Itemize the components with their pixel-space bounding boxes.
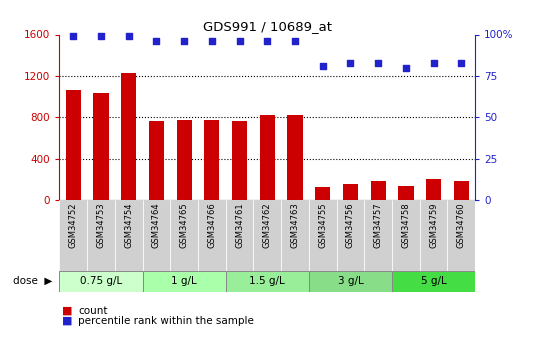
Text: 1.5 g/L: 1.5 g/L [249,276,285,286]
Bar [226,200,253,271]
Point [180,38,188,44]
Text: GSM34760: GSM34760 [457,202,466,248]
Bar [66,90,81,200]
Text: ■: ■ [62,306,72,315]
Point [374,60,382,66]
Text: GSM34755: GSM34755 [318,202,327,248]
Point [97,33,105,39]
Text: GSM34765: GSM34765 [180,202,188,248]
Text: percentile rank within the sample: percentile rank within the sample [78,316,254,326]
Point [207,38,216,44]
Point [235,38,244,44]
Bar [170,200,198,271]
Bar [232,121,247,200]
Bar [309,271,392,292]
Bar [115,200,143,271]
Bar [287,115,302,200]
Text: 5 g/L: 5 g/L [421,276,447,286]
Point [124,33,133,39]
Bar [309,200,336,271]
Text: GSM34766: GSM34766 [207,202,217,248]
Bar [121,73,136,200]
Bar [93,93,109,200]
Text: GSM34754: GSM34754 [124,202,133,248]
Bar [420,200,448,271]
Text: GSM34758: GSM34758 [401,202,410,248]
Text: GSM34761: GSM34761 [235,202,244,248]
Text: GSM34757: GSM34757 [374,202,383,248]
Text: GSM34762: GSM34762 [263,202,272,248]
Bar [399,186,414,200]
Bar [336,200,365,271]
Text: GSM34759: GSM34759 [429,202,438,248]
Point [457,60,465,66]
Bar [59,200,87,271]
Bar [392,200,420,271]
Text: GSM34752: GSM34752 [69,202,78,248]
Point [346,60,355,66]
Text: GSM34763: GSM34763 [291,202,300,248]
Text: GSM34764: GSM34764 [152,202,161,248]
Bar [370,181,386,200]
Bar [198,200,226,271]
Bar [426,179,441,200]
Bar [281,200,309,271]
Text: dose  ▶: dose ▶ [14,276,53,286]
Point [69,33,78,39]
Text: 3 g/L: 3 g/L [338,276,363,286]
Bar [149,121,164,200]
Bar [143,271,226,292]
Point [152,38,161,44]
Bar [315,187,330,200]
Bar [226,271,309,292]
Bar [59,271,143,292]
Point [263,38,272,44]
Point [429,60,438,66]
Text: GSM34753: GSM34753 [97,202,105,248]
Bar [454,181,469,200]
Bar [392,271,475,292]
Bar [364,200,392,271]
Text: count: count [78,306,108,315]
Bar [260,115,275,200]
Text: 0.75 g/L: 0.75 g/L [80,276,122,286]
Point [402,65,410,70]
Text: ■: ■ [62,316,72,326]
Text: GSM34756: GSM34756 [346,202,355,248]
Bar [448,200,475,271]
Bar [87,200,115,271]
Bar [143,200,170,271]
Point [319,63,327,69]
Point [291,38,299,44]
Bar [177,120,192,200]
Text: 1 g/L: 1 g/L [171,276,197,286]
Bar [343,184,358,200]
Title: GDS991 / 10689_at: GDS991 / 10689_at [203,20,332,33]
Bar [253,200,281,271]
Bar [204,120,219,200]
